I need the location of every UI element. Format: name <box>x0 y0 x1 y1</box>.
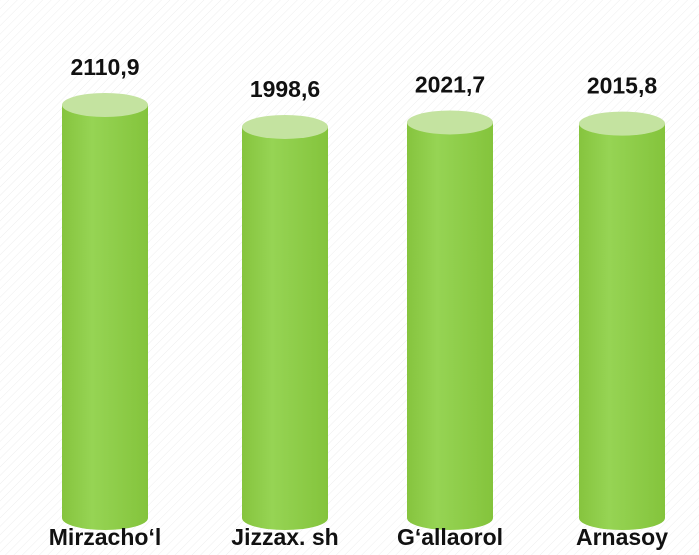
bar-top <box>407 110 493 135</box>
x-tick-label: Arnasoy <box>576 524 668 550</box>
bar <box>579 111 665 531</box>
data-label: 1998,6 <box>250 76 320 102</box>
x-tick-label: G‘allaorol <box>397 524 503 550</box>
bar-body <box>579 123 665 531</box>
bar-top <box>242 114 328 139</box>
x-tick-label: Mirzacho‘l <box>49 524 161 550</box>
bar <box>62 93 148 530</box>
bar-top <box>62 93 148 117</box>
plot: 2110,9 Mirzacho‘l 1998,6 Jizzax. sh 2021,7 G‘… <box>49 54 668 550</box>
data-label: 2021,7 <box>415 71 485 97</box>
bar-body <box>62 105 148 530</box>
data-label: 2015,8 <box>587 73 658 99</box>
bar <box>407 110 493 530</box>
bar-body <box>407 122 493 530</box>
bar <box>242 114 328 531</box>
bar-body <box>242 126 328 531</box>
x-tick-label: Jizzax. sh <box>231 524 338 550</box>
bar-top <box>579 111 665 136</box>
data-label: 2110,9 <box>70 54 139 80</box>
